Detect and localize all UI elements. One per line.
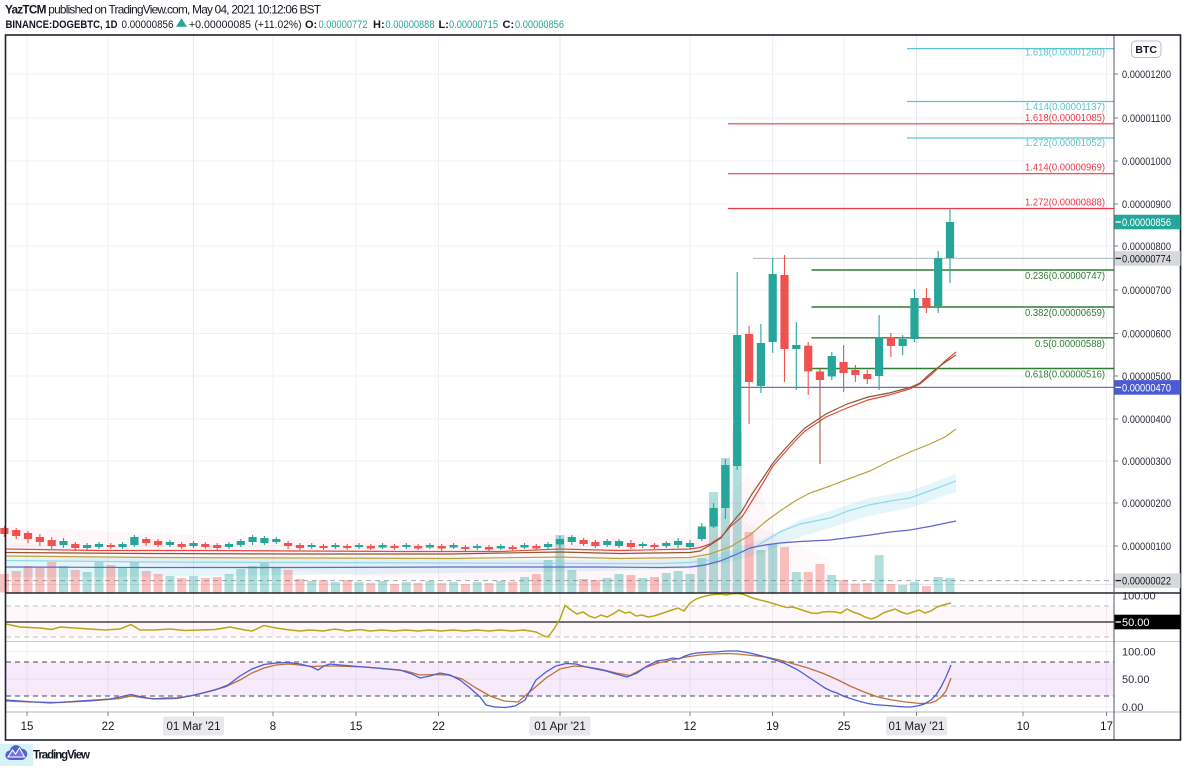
svg-text:H:: H: — [373, 19, 385, 31]
svg-text:BINANCE:DOGEBTC, 1D: BINANCE:DOGEBTC, 1D — [6, 19, 118, 31]
svg-text:01 May '21: 01 May '21 — [889, 721, 945, 733]
svg-text:0.00000022: 0.00000022 — [1122, 576, 1171, 588]
svg-text:1.414(0.00000969): 1.414(0.00000969) — [1025, 162, 1105, 174]
svg-text:0.00001200: 0.00001200 — [1122, 69, 1171, 81]
svg-text:1.272(0.00001052): 1.272(0.00001052) — [1025, 137, 1105, 149]
svg-text:0.00000800: 0.00000800 — [1122, 241, 1171, 253]
svg-text:100.00: 100.00 — [1122, 647, 1156, 659]
svg-text:0.00000715: 0.00000715 — [449, 19, 498, 31]
svg-text:01 Apr '21: 01 Apr '21 — [534, 721, 585, 733]
svg-text:8: 8 — [270, 721, 276, 733]
svg-text:TradingView: TradingView — [33, 750, 90, 762]
svg-text:YazTCM published on TradingVie: YazTCM published on TradingView.com, May… — [5, 3, 321, 17]
svg-text:0.00000774: 0.00000774 — [1122, 253, 1171, 265]
svg-text:10: 10 — [1017, 721, 1030, 733]
svg-text:0.00000856: 0.00000856 — [122, 19, 174, 31]
svg-text:L:: L: — [439, 19, 449, 31]
svg-text:15: 15 — [350, 721, 363, 733]
svg-text:1.618(0.00001260): 1.618(0.00001260) — [1025, 47, 1105, 59]
svg-text:0.236(0.00000747): 0.236(0.00000747) — [1025, 270, 1105, 282]
svg-text:0.00000300: 0.00000300 — [1122, 456, 1171, 468]
svg-text:O:: O: — [305, 19, 317, 31]
svg-text:1.414(0.00001137): 1.414(0.00001137) — [1025, 101, 1105, 113]
svg-text:19: 19 — [766, 721, 779, 733]
svg-text:0.00000470: 0.00000470 — [1122, 382, 1171, 394]
svg-text:1.272(0.00000888): 1.272(0.00000888) — [1025, 197, 1105, 209]
svg-text:(+11.02%): (+11.02%) — [255, 19, 302, 31]
svg-text:0.00001000: 0.00001000 — [1122, 156, 1171, 168]
svg-text:12: 12 — [684, 721, 697, 733]
svg-text:01 Mar '21: 01 Mar '21 — [167, 721, 221, 733]
svg-text:0.618(0.00000516): 0.618(0.00000516) — [1025, 369, 1105, 381]
svg-text:0.00000888: 0.00000888 — [386, 19, 435, 31]
svg-text:0.382(0.00000659): 0.382(0.00000659) — [1025, 307, 1105, 319]
svg-text:25: 25 — [838, 721, 851, 733]
svg-text:0.00000856: 0.00000856 — [515, 19, 564, 31]
svg-text:1.618(0.00001085): 1.618(0.00001085) — [1025, 112, 1105, 124]
svg-text:50.00: 50.00 — [1122, 617, 1150, 629]
svg-text:0.00000856: 0.00000856 — [1122, 217, 1171, 229]
svg-text:0.00000500: 0.00000500 — [1122, 371, 1171, 383]
svg-text:0.00000900: 0.00000900 — [1122, 199, 1171, 211]
svg-text:50.00: 50.00 — [1122, 674, 1150, 686]
svg-text:+0.00000085: +0.00000085 — [189, 19, 251, 31]
svg-text:15: 15 — [21, 721, 34, 733]
svg-text:22: 22 — [432, 721, 445, 733]
svg-text:0.00: 0.00 — [1122, 702, 1143, 714]
svg-text:0.5(0.00000588): 0.5(0.00000588) — [1035, 338, 1105, 350]
svg-text:17: 17 — [1100, 721, 1113, 733]
svg-text:BTC: BTC — [1135, 44, 1157, 56]
svg-text:0.00000700: 0.00000700 — [1122, 285, 1171, 297]
svg-text:0.00000600: 0.00000600 — [1122, 329, 1171, 341]
svg-text:0.00000400: 0.00000400 — [1122, 414, 1171, 426]
svg-text:0.00000772: 0.00000772 — [319, 19, 368, 31]
svg-text:100.00: 100.00 — [1122, 591, 1156, 603]
svg-text:0.00001100: 0.00001100 — [1122, 113, 1171, 125]
svg-text:0.00000200: 0.00000200 — [1122, 498, 1171, 510]
svg-text:22: 22 — [102, 721, 115, 733]
svg-text:C:: C: — [503, 19, 515, 31]
svg-text:0.00000100: 0.00000100 — [1122, 541, 1171, 553]
